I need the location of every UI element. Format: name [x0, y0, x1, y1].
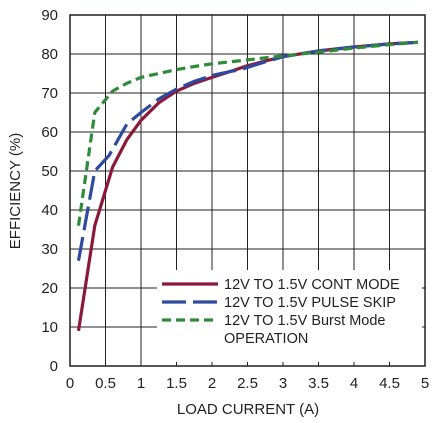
- y-tick-label: 0: [50, 358, 58, 375]
- legend-label-1: 12V TO 1.5V CONT MODE: [224, 277, 400, 293]
- y-tick-label: 70: [41, 85, 58, 102]
- series-layer: [76, 40, 419, 332]
- x-tick-label: 0: [66, 375, 74, 392]
- x-tick-label: 4: [350, 375, 358, 392]
- y-tick-label: 10: [41, 319, 58, 336]
- x-tick-label: 5: [421, 375, 429, 392]
- y-tick-label: 40: [41, 202, 58, 219]
- legend-label-2: 12V TO 1.5V PULSE SKIP: [224, 295, 396, 311]
- y-axis-title: EFFICIENCY (%): [7, 133, 24, 249]
- x-axis-title: LOAD CURRENT (A): [177, 401, 319, 418]
- y-tick-label: 50: [41, 163, 58, 180]
- x-tick-label: 3.5: [308, 375, 329, 392]
- plot-frame: [69, 14, 426, 367]
- y-tick-label: 90: [41, 7, 58, 24]
- plot-border: [69, 14, 426, 367]
- y-tick-label: 80: [41, 46, 58, 63]
- legend: 12V TO 1.5V CONT MODE 12V TO 1.5V PULSE S…: [157, 270, 422, 362]
- y-tick-label: 30: [41, 241, 58, 258]
- y-tick-label: 60: [41, 124, 58, 141]
- x-tick-label: 1.5: [166, 375, 187, 392]
- legend-label-3: 12V TO 1.5V Burst Mode: [224, 313, 385, 329]
- x-tick-label: 0.5: [95, 375, 116, 392]
- x-tick-label: 3: [279, 375, 287, 392]
- x-tick-label: 2: [208, 375, 216, 392]
- x-tick-label: 2.5: [237, 375, 258, 392]
- series-line-3: [76, 40, 419, 226]
- series-line-2: [76, 40, 418, 261]
- x-tick-label: 1: [137, 375, 145, 392]
- grid: [70, 15, 425, 366]
- legend-label-3-line2: OPERATION: [224, 331, 308, 347]
- x-tick-label: 4.5: [379, 375, 400, 392]
- y-tick-label: 20: [41, 280, 58, 297]
